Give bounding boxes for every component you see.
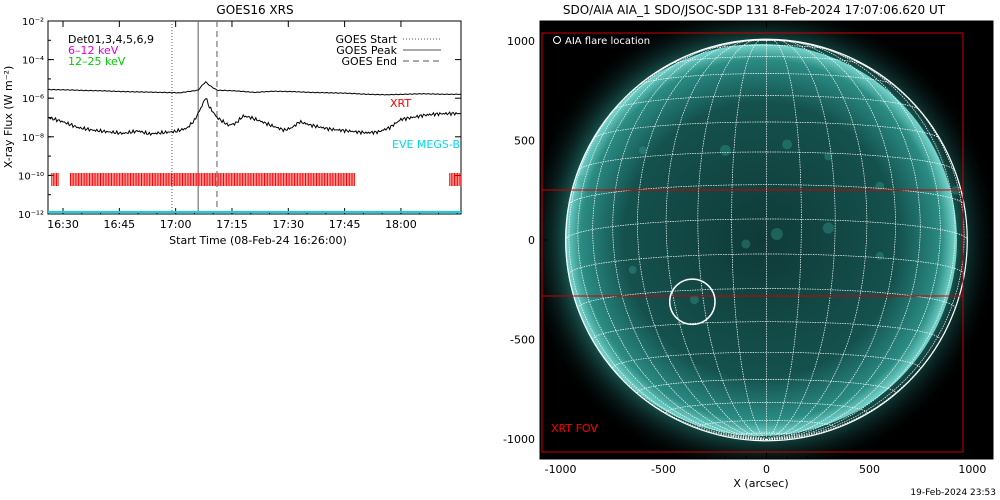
latitude-line xyxy=(577,288,956,309)
longitude-line xyxy=(766,39,968,441)
bright-region xyxy=(824,152,833,161)
flare-location-circle xyxy=(668,278,716,326)
heliographic-grid xyxy=(565,38,968,442)
bright-region xyxy=(875,181,885,191)
y-tick-label: 0 xyxy=(528,234,535,247)
latitude-line xyxy=(697,420,836,428)
annotation-eve-megs-b: EVE MEGS-B xyxy=(392,138,460,151)
y-tick-label: -500 xyxy=(510,334,535,347)
x-tick-label: 17:15 xyxy=(216,218,248,231)
bright-region xyxy=(719,144,731,156)
longitude-line xyxy=(766,39,956,441)
goes-title: GOES16 XRS xyxy=(216,3,293,17)
aia-title: SDO/AIA AIA_1 SDO/JSOC-SDP 131 8-Feb-202… xyxy=(563,3,946,17)
legend-goes-start: GOES Start xyxy=(336,33,398,46)
x-tick-label: -500 xyxy=(651,463,676,476)
y-tick-label: 10⁻¹⁰ xyxy=(18,171,44,182)
x-tick-label: 0 xyxy=(763,463,770,476)
legend-flare-symbol xyxy=(553,36,561,44)
series-long-channel xyxy=(47,80,462,96)
goes-xrs-plot: GOES16 XRS 16:30 16:45 17:00 17:15 17:30 17:4… xyxy=(2,3,462,247)
goes-xlabel: Start Time (08-Feb-24 16:26:00) xyxy=(169,234,347,247)
y-tick-label: 10⁻⁸ xyxy=(22,133,44,144)
legend-6-12kev: 6–12 keV xyxy=(68,44,119,57)
x-tick-label: 16:30 xyxy=(47,218,79,231)
longitude-line xyxy=(565,39,767,441)
longitude-line xyxy=(766,38,802,440)
x-tick-label: 17:00 xyxy=(160,218,192,231)
y-tick-label: 10⁻⁶ xyxy=(22,94,44,105)
aia-axes: -1000 -500 0 500 1000 1000 500 0 -500 -1000 xyxy=(503,21,993,476)
bright-region xyxy=(782,139,793,150)
y-tick-label: -1000 xyxy=(503,433,535,446)
goes-event-lines xyxy=(171,21,218,214)
bright-region xyxy=(741,239,751,249)
longitude-line xyxy=(665,39,767,441)
x-tick-label: 17:30 xyxy=(272,218,304,231)
longitude-line xyxy=(766,39,836,441)
longitude-line xyxy=(731,38,767,440)
bright-region xyxy=(770,228,783,241)
footer-timestamp: 19-Feb-2024 23:53 xyxy=(910,488,996,498)
solar-disk xyxy=(565,44,957,436)
longitude-line xyxy=(697,39,767,441)
x-tick-label: 17:45 xyxy=(329,218,361,231)
bright-region xyxy=(822,222,834,234)
bright-region xyxy=(628,265,637,274)
xrt-observation-ticks xyxy=(51,173,462,186)
longitude-line xyxy=(592,39,767,441)
xrt-fov-label: XRT FOV xyxy=(551,422,598,435)
longitude-line xyxy=(766,39,868,441)
longitude-line xyxy=(766,39,941,441)
bright-region xyxy=(689,295,699,305)
legend-goes-end: GOES End xyxy=(341,55,397,68)
longitude-line xyxy=(637,39,767,441)
longitude-line xyxy=(612,39,767,441)
bright-region xyxy=(576,175,587,186)
legend-flare-location: AIA flare location xyxy=(565,36,650,47)
x-tick-label: 16:45 xyxy=(103,218,135,231)
longitude-line xyxy=(766,39,896,441)
latitude-line xyxy=(592,121,941,141)
goes-series xyxy=(47,80,462,137)
y-tick-label: 10⁻² xyxy=(22,17,44,28)
longitude-line xyxy=(577,39,767,441)
latitude-line xyxy=(592,321,941,340)
bright-region xyxy=(638,146,647,155)
legend-12-25kev: 12–25 keV xyxy=(68,55,126,68)
limb-circle xyxy=(565,38,968,442)
y-tick-label: 10⁻¹² xyxy=(18,210,44,221)
x-tick-label: -1000 xyxy=(545,463,577,476)
y-tick-label: 1000 xyxy=(507,35,535,48)
annotation-xrt: XRT xyxy=(390,97,411,110)
series-short-channel xyxy=(47,98,461,137)
goes-ylabel: X-ray Flux (W m⁻²) xyxy=(2,66,15,168)
latitude-line xyxy=(565,218,968,241)
y-tick-label: 10⁻⁴ xyxy=(22,56,44,67)
x-tick-label: 500 xyxy=(859,463,880,476)
aia-image-plot: SDO/AIA AIA_1 SDO/JSOC-SDP 131 8-Feb-202… xyxy=(503,3,994,490)
legend-detectors: Det01,3,4,5,6,9 xyxy=(68,33,154,46)
legend-goes-peak: GOES Peak xyxy=(336,44,397,57)
goes-axes: 16:30 16:45 17:00 17:15 17:30 17:45 18:00 10⁻¹²… xyxy=(18,17,461,231)
xrt-fov-outer xyxy=(541,32,964,453)
y-tick-label: 500 xyxy=(514,134,535,147)
longitude-line xyxy=(766,39,921,441)
aia-xlabel: X (arcsec) xyxy=(733,477,788,490)
x-tick-label: 1000 xyxy=(958,463,986,476)
bright-region xyxy=(875,251,884,260)
x-tick-label: 18:00 xyxy=(385,218,417,231)
latitude-line xyxy=(612,95,921,112)
